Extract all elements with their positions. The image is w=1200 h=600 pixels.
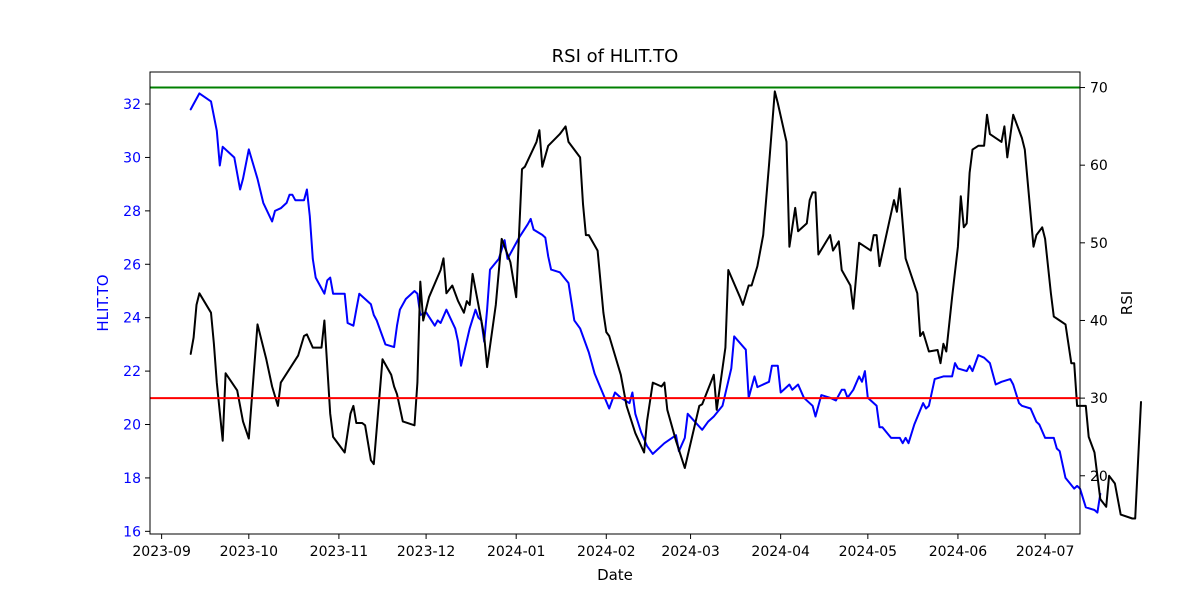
y-left-tick-label: 22 [123, 364, 141, 380]
y-right-tick-label: 60 [1090, 158, 1108, 174]
x-tick-label: 2023-12 [397, 544, 456, 560]
y-left-tick-label: 18 [123, 471, 141, 487]
x-tick-label: 2024-05 [839, 544, 898, 560]
x-tick-label: 2024-07 [1016, 544, 1075, 560]
y-left-tick-label: 26 [123, 257, 141, 273]
x-axis: 2023-09 2023-10 2023-11 2023-12 2024-01 2024-… [132, 534, 1074, 560]
y-right-tick-label: 30 [1090, 391, 1108, 407]
price-line [189, 92, 1102, 514]
plot-area-frame [149, 71, 1081, 535]
y-right-tick-label: 40 [1090, 313, 1108, 329]
x-tick-label: 2024-06 [929, 544, 988, 560]
x-tick-label: 2023-11 [310, 544, 369, 560]
chart-title: RSI of HLIT.TO [552, 46, 679, 67]
x-tick-label: 2024-01 [487, 544, 546, 560]
y-left-tick-label: 16 [123, 524, 141, 540]
y-left-tick-label: 30 [123, 150, 141, 166]
x-tick-label: 2024-04 [751, 544, 810, 560]
series-layer [189, 90, 1142, 520]
x-tick-label: 2023-10 [220, 544, 279, 560]
y-left-tick-label: 24 [123, 311, 141, 327]
x-axis-label: Date [597, 566, 633, 584]
reference-lines [150, 86, 1080, 400]
y-axis-left-label: HLIT.TO [94, 274, 112, 331]
y-left-tick-label: 20 [123, 418, 141, 434]
y-right-tick-label: 50 [1090, 236, 1108, 252]
x-tick-label: 2023-09 [132, 544, 191, 560]
y-left-tick-label: 28 [123, 204, 141, 220]
y-left-tick-label: 32 [123, 97, 141, 113]
y-right-tick-label: 70 [1090, 81, 1108, 97]
x-tick-label: 2024-02 [577, 544, 636, 560]
y-axis-right: 20 30 40 50 60 70 [1080, 81, 1108, 485]
y-axis-left: 16 18 20 22 24 26 28 30 32 [123, 97, 150, 540]
x-tick-label: 2024-03 [661, 544, 720, 560]
rsi-line [189, 90, 1142, 520]
y-right-tick-label: 20 [1090, 469, 1108, 485]
y-axis-right-label: RSI [1118, 291, 1136, 315]
